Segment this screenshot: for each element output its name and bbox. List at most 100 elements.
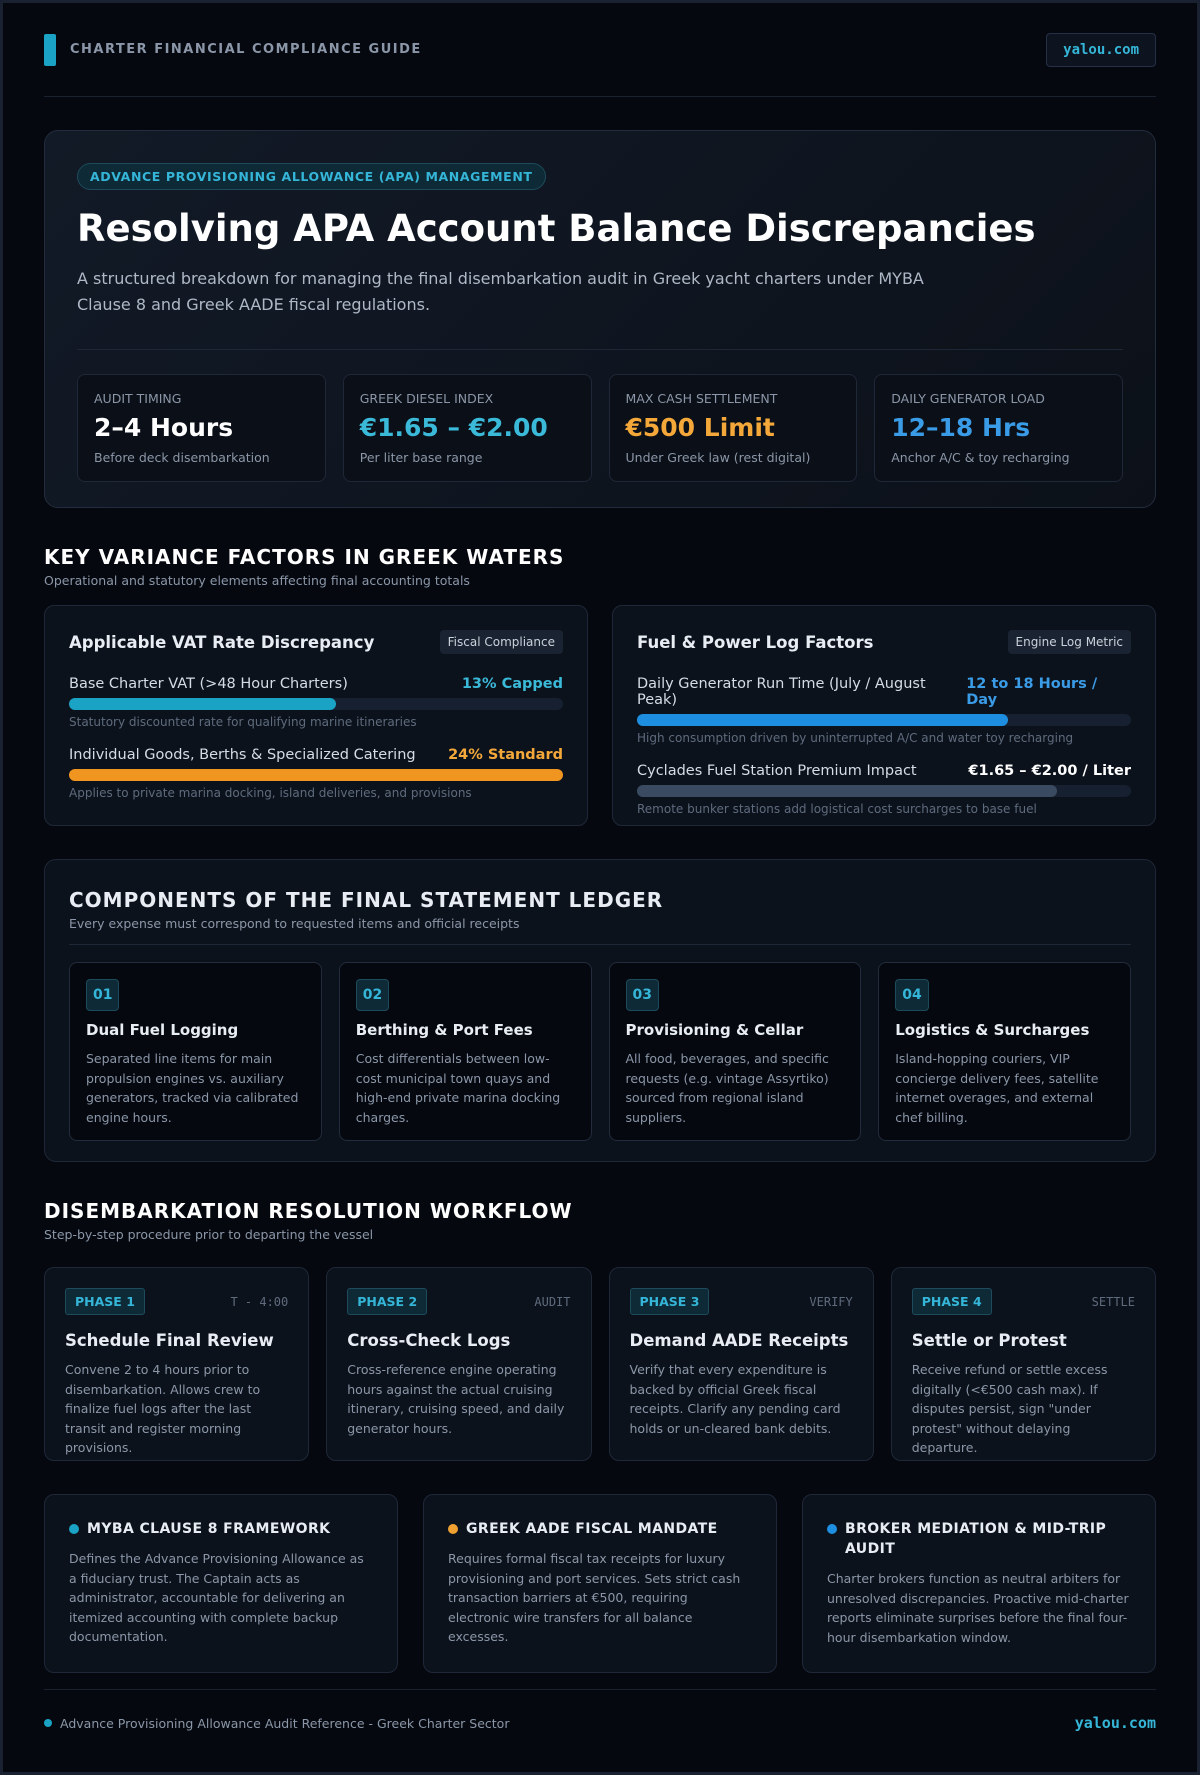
- factor: Daily Generator Run Time (July / August …: [637, 676, 1131, 745]
- ledger-item: 04 Logistics & Surcharges Island-hopping c…: [878, 962, 1131, 1141]
- dot: [69, 1524, 79, 1534]
- item-number: 01: [86, 979, 120, 1011]
- footer: Advance Provisioning Allowance Audit Ref…: [44, 1689, 1156, 1732]
- item-number: 03: [625, 979, 659, 1011]
- card-header: Applicable VAT Rate Discrepancy Fiscal Co…: [69, 630, 563, 654]
- header: CHARTER FINANCIAL COMPLIANCE GUIDE yalou…: [44, 3, 1156, 97]
- dot: [44, 1719, 52, 1727]
- bar-fill: [637, 714, 1008, 726]
- note-heading: BROKER MEDIATION & MID-TRIP AUDIT: [827, 1519, 1131, 1559]
- section-subtitle: Every expense must correspond to request…: [69, 916, 1131, 945]
- site-link[interactable]: yalou.com: [1046, 32, 1156, 67]
- note-text: Requires formal fiscal tax receipts for …: [448, 1551, 741, 1644]
- phase-text: Receive refund or settle excess digitall…: [911, 1362, 1108, 1455]
- phase-top: PHASE 2 AUDIT: [347, 1288, 571, 1315]
- factor-note: Statutory discounted rate for qualifying…: [69, 715, 417, 729]
- variance-cards: Applicable VAT Rate Discrepancy Fiscal Co…: [44, 605, 1156, 826]
- brand: CHARTER FINANCIAL COMPLIANCE GUIDE: [44, 33, 422, 66]
- bar-track: [69, 769, 563, 781]
- phase-code: VERIFY: [809, 1294, 853, 1309]
- phase-badge: PHASE 2: [347, 1288, 428, 1315]
- item-text: All food, beverages, and specific reques…: [625, 1051, 829, 1125]
- note-heading: MYBA CLAUSE 8 FRAMEWORK: [69, 1519, 373, 1539]
- item-number: 04: [895, 979, 929, 1011]
- notes: MYBA CLAUSE 8 FRAMEWORK Defines the Advan…: [44, 1494, 1156, 1673]
- stat-note: Per liter base range: [359, 450, 483, 465]
- bar-fill: [637, 785, 1057, 797]
- item-title: Provisioning & Cellar: [625, 1021, 804, 1039]
- hero: ADVANCE PROVISIONING ALLOWANCE (APA) MAN…: [44, 130, 1156, 508]
- phase-card: PHASE 4 SETTLE Settle or Protest Receive re…: [890, 1267, 1156, 1461]
- item-text: Separated line items for main propulsion…: [86, 1051, 299, 1125]
- stat-value: €500 Limit: [625, 413, 775, 442]
- section-title: KEY VARIANCE FACTORS IN GREEK WATERS: [44, 545, 565, 569]
- item-title: Dual Fuel Logging: [86, 1021, 239, 1039]
- stat-value: 12–18 Hrs: [891, 413, 1031, 442]
- stat-note: Before deck disembarkation: [94, 450, 270, 465]
- phase-title: Settle or Protest: [911, 1331, 1067, 1350]
- stat-value: €1.65 – €2.00: [359, 413, 548, 442]
- hero-title: Resolving APA Account Balance Discrepanc…: [77, 207, 1036, 250]
- phase-badge: PHASE 3: [629, 1288, 710, 1315]
- stat-label: DAILY GENERATOR LOAD: [891, 391, 1045, 406]
- factor-note: Applies to private marina docking, islan…: [69, 786, 472, 800]
- dot: [448, 1524, 458, 1534]
- stat-value: 2–4 Hours: [94, 413, 234, 442]
- stat-card: MAX CASH SETTLEMENT €500 Limit Under Greek…: [608, 374, 858, 482]
- factor-value: 13% Capped: [461, 676, 563, 692]
- badge: Fiscal Compliance: [439, 630, 563, 654]
- phase-code: SETTLE: [1091, 1294, 1135, 1309]
- factor: Individual Goods, Berths & Specialized C…: [69, 747, 563, 800]
- workflow-head: DISEMBARKATION RESOLUTION WORKFLOW Step-…: [44, 1199, 1156, 1242]
- phase-badge: PHASE 4: [911, 1288, 992, 1315]
- section-subtitle: Step-by-step procedure prior to departin…: [44, 1227, 374, 1242]
- phase-top: PHASE 3 VERIFY: [629, 1288, 853, 1315]
- factor-row: Cyclades Fuel Station Premium Impact €1.6…: [637, 763, 1131, 779]
- note-title: BROKER MEDIATION & MID-TRIP AUDIT: [845, 1521, 1107, 1557]
- factor-row: Daily Generator Run Time (July / August …: [637, 676, 1131, 708]
- variance-head: KEY VARIANCE FACTORS IN GREEK WATERS Ope…: [44, 545, 1156, 588]
- phase-title: Demand AADE Receipts: [629, 1331, 849, 1350]
- item-title: Logistics & Surcharges: [895, 1021, 1090, 1039]
- footer-site[interactable]: yalou.com: [1074, 1714, 1156, 1732]
- factor-value: 24% Standard: [448, 747, 563, 763]
- phase-card: PHASE 2 AUDIT Cross-Check Logs Cross-refere…: [326, 1267, 592, 1461]
- factor-label: Individual Goods, Berths & Specialized C…: [69, 747, 416, 763]
- workflow: PHASE 1 T - 4:00 Schedule Final Review Conv…: [44, 1267, 1156, 1461]
- ledger-item: 01 Dual Fuel Logging Separated line items …: [69, 962, 322, 1141]
- note-card: GREEK AADE FISCAL MANDATE Requires formal…: [423, 1494, 777, 1673]
- card-title: Fuel & Power Log Factors: [637, 632, 874, 652]
- brand-mark: [44, 33, 56, 66]
- ledger-item: 03 Provisioning & Cellar All food, beverag…: [608, 962, 862, 1141]
- phase-text: Cross-reference engine operating hours a…: [347, 1362, 565, 1436]
- section-title: DISEMBARKATION RESOLUTION WORKFLOW: [44, 1199, 573, 1223]
- phase-title: Cross-Check Logs: [347, 1331, 511, 1350]
- item-text: Cost differentials between low-cost muni…: [355, 1051, 561, 1125]
- note-title: MYBA CLAUSE 8 FRAMEWORK: [87, 1521, 331, 1537]
- factor-label: Cyclades Fuel Station Premium Impact: [637, 763, 917, 779]
- phase-top: PHASE 4 SETTLE: [911, 1288, 1135, 1315]
- factor-note: High consumption driven by uninterrupted…: [637, 731, 1074, 745]
- note-text: Defines the Advance Provisioning Allowan…: [69, 1551, 364, 1644]
- note-title: GREEK AADE FISCAL MANDATE: [466, 1521, 718, 1537]
- ledger-item: 02 Berthing & Port Fees Cost differentials…: [338, 962, 592, 1141]
- factor-value: €1.65 – €2.00 / Liter: [968, 763, 1131, 779]
- card-title: Applicable VAT Rate Discrepancy: [69, 632, 375, 652]
- variance-card: Applicable VAT Rate Discrepancy Fiscal Co…: [44, 605, 588, 826]
- factor-row: Individual Goods, Berths & Specialized C…: [69, 747, 563, 763]
- note-card: MYBA CLAUSE 8 FRAMEWORK Defines the Advan…: [44, 1494, 398, 1673]
- bar-track: [637, 714, 1131, 726]
- phase-card: PHASE 3 VERIFY Demand AADE Receipts Verify …: [608, 1267, 874, 1461]
- bar-track: [69, 698, 563, 710]
- factor-label: Base Charter VAT (>48 Hour Charters): [69, 676, 348, 692]
- badge: Engine Log Metric: [1007, 630, 1131, 654]
- phase-top: PHASE 1 T - 4:00: [65, 1288, 288, 1315]
- phase-text: Verify that every expenditure is backed …: [629, 1362, 841, 1436]
- phase-title: Schedule Final Review: [65, 1331, 274, 1350]
- stat-label: GREEK DIESEL INDEX: [359, 391, 494, 406]
- phase-code: AUDIT: [534, 1294, 571, 1309]
- phase-badge: PHASE 1: [65, 1288, 145, 1315]
- footer-text: Advance Provisioning Allowance Audit Ref…: [44, 1716, 509, 1731]
- variance-card: Fuel & Power Log Factors Engine Log Metri…: [612, 605, 1156, 826]
